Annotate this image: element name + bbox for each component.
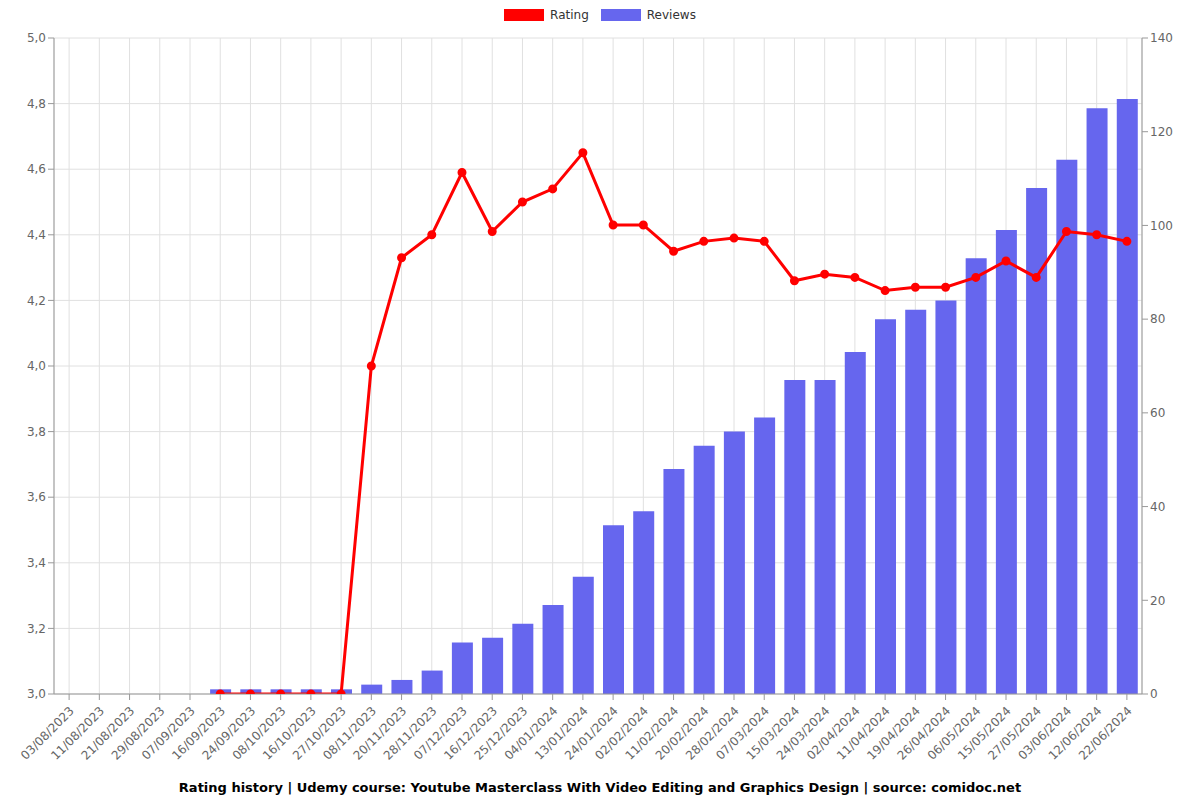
svg-text:27/05/2024: 27/05/2024: [985, 703, 1044, 763]
svg-text:15/05/2024: 15/05/2024: [955, 703, 1014, 763]
svg-text:3,4: 3,4: [27, 556, 46, 570]
svg-text:28/11/2023: 28/11/2023: [380, 703, 440, 763]
svg-text:4,0: 4,0: [27, 359, 46, 373]
svg-text:07/03/2024: 07/03/2024: [713, 703, 772, 763]
svg-text:22/06/2024: 22/06/2024: [1076, 704, 1135, 763]
svg-text:12/06/2024: 12/06/2024: [1045, 703, 1105, 763]
svg-text:11/08/2023: 11/08/2023: [48, 703, 108, 763]
svg-text:26/04/2024: 26/04/2024: [894, 703, 954, 763]
svg-text:24/03/2024: 24/03/2024: [773, 703, 833, 763]
svg-text:08/11/2023: 08/11/2023: [320, 703, 380, 763]
svg-text:4,2: 4,2: [27, 294, 46, 308]
svg-text:16/12/2023: 16/12/2023: [441, 703, 500, 763]
svg-text:80: 80: [1150, 312, 1165, 326]
html-text:Rating: Rating: [550, 8, 589, 22]
svg-text:08/10/2023: 08/10/2023: [229, 703, 289, 763]
svg-text:13/01/2024: 13/01/2024: [531, 703, 591, 763]
html-text:Rating history | Udemy course:: Rating history | Udemy course: Youtube M…: [178, 780, 1022, 795]
svg-text:0: 0: [1150, 687, 1158, 701]
svg-text:04/01/2024: 04/01/2024: [501, 703, 561, 763]
svg-text:03/08/2023: 03/08/2023: [18, 703, 77, 763]
svg-text:16/09/2023: 16/09/2023: [169, 703, 228, 763]
svg-text:20: 20: [1150, 594, 1165, 608]
svg-text:11/02/2024: 11/02/2024: [622, 703, 682, 763]
svg-text:15/03/2024: 15/03/2024: [743, 703, 803, 763]
svg-text:03/06/2024: 03/06/2024: [1015, 703, 1075, 763]
svg-text:3,2: 3,2: [27, 622, 46, 636]
svg-text:19/04/2024: 19/04/2024: [864, 703, 924, 763]
svg-text:29/08/2023: 29/08/2023: [108, 703, 168, 763]
svg-text:06/05/2024: 06/05/2024: [924, 703, 984, 763]
svg-text:3,8: 3,8: [27, 425, 46, 439]
svg-text:20/02/2024: 20/02/2024: [652, 703, 712, 763]
svg-text:02/02/2024: 02/02/2024: [592, 703, 652, 763]
svg-text:11/04/2024: 11/04/2024: [834, 703, 893, 763]
svg-text:16/10/2023: 16/10/2023: [259, 703, 319, 763]
svg-text:4,6: 4,6: [27, 162, 46, 176]
svg-text:21/08/2023: 21/08/2023: [78, 703, 138, 763]
html-text:Reviews: Reviews: [646, 8, 696, 22]
svg-text:40: 40: [1150, 500, 1165, 514]
svg-text:24/01/2024: 24/01/2024: [562, 703, 621, 763]
svg-text:5,0: 5,0: [27, 31, 46, 45]
svg-text:3,0: 3,0: [27, 687, 46, 701]
svg-text:140: 140: [1150, 31, 1173, 45]
svg-text:20/11/2023: 20/11/2023: [350, 703, 410, 763]
svg-text:25/12/2023: 25/12/2023: [471, 703, 531, 763]
svg-text:100: 100: [1150, 219, 1173, 233]
svg-text:07/09/2023: 07/09/2023: [139, 703, 198, 763]
svg-text:4,4: 4,4: [27, 228, 46, 242]
svg-text:4,8: 4,8: [27, 97, 46, 111]
svg-text:3,6: 3,6: [27, 490, 46, 504]
svg-text:24/09/2023: 24/09/2023: [199, 703, 259, 763]
svg-text:120: 120: [1150, 125, 1173, 139]
svg-text:07/12/2023: 07/12/2023: [411, 703, 470, 763]
svg-text:60: 60: [1150, 406, 1165, 420]
svg-text:28/02/2024: 28/02/2024: [683, 703, 742, 763]
svg-text:02/04/2024: 02/04/2024: [803, 703, 863, 763]
svg-text:27/10/2023: 27/10/2023: [290, 703, 349, 763]
